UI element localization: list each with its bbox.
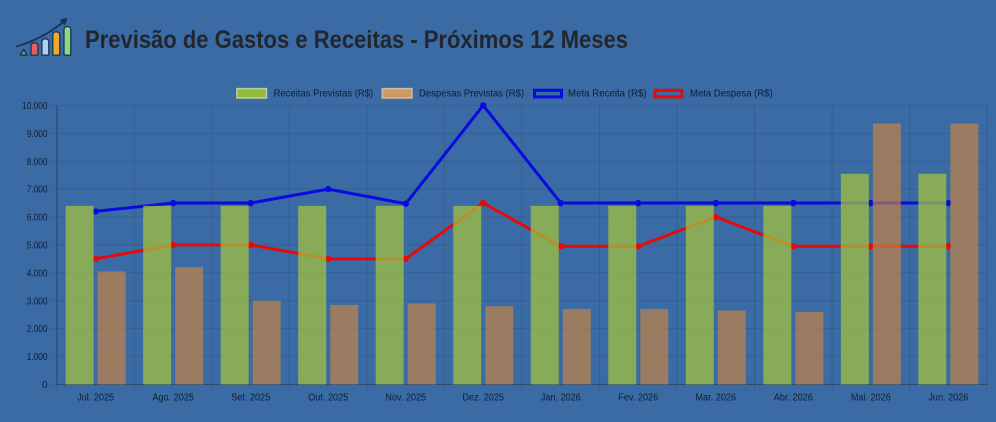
svg-text:Set. 2025: Set. 2025 [231,392,270,403]
svg-text:Despesas Previstas (R$): Despesas Previstas (R$) [419,88,524,100]
svg-text:6.000: 6.000 [27,213,48,224]
svg-text:Abr. 2026: Abr. 2026 [774,392,813,403]
svg-text:Nov. 2025: Nov. 2025 [385,392,426,403]
svg-text:Out. 2025: Out. 2025 [308,392,348,403]
svg-text:Ago. 2025: Ago. 2025 [152,392,194,403]
svg-text:1.000: 1.000 [27,352,48,363]
svg-text:Jun. 2026: Jun. 2026 [928,392,968,403]
svg-text:4.000: 4.000 [27,268,48,279]
svg-text:Jul. 2025: Jul. 2025 [77,392,114,403]
svg-text:Meta Receita (R$): Meta Receita (R$) [568,88,647,100]
svg-text:Previsão de Gastos e Receitas: Previsão de Gastos e Receitas - Próximos… [85,26,628,54]
svg-text:0: 0 [42,380,48,391]
svg-text:2.000: 2.000 [27,324,48,335]
svg-text:Mar. 2026: Mar. 2026 [696,392,737,403]
svg-text:9.000: 9.000 [27,129,48,140]
svg-text:Jan. 2026: Jan. 2026 [541,392,581,403]
svg-text:7.000: 7.000 [27,185,48,196]
svg-text:Meta Despesa (R$): Meta Despesa (R$) [690,88,773,100]
svg-text:10.000: 10.000 [22,101,48,112]
svg-text:Mai. 2026: Mai. 2026 [851,392,891,403]
svg-text:3.000: 3.000 [27,296,48,307]
svg-text:5.000: 5.000 [27,241,48,252]
svg-text:Fev. 2026: Fev. 2026 [618,392,658,403]
svg-text:8.000: 8.000 [27,157,48,168]
svg-text:Receitas Previstas (R$): Receitas Previstas (R$) [274,88,374,100]
svg-text:Dez. 2025: Dez. 2025 [462,392,504,403]
